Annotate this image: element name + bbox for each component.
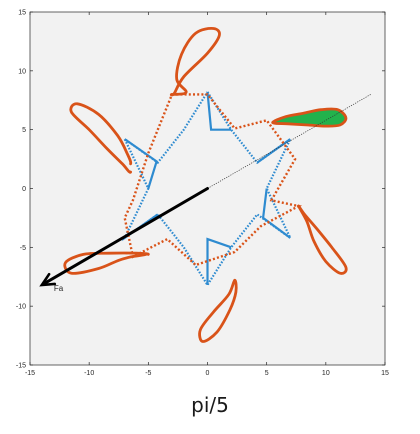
series-blue-star-solid-1 — [256, 138, 291, 164]
x-tick-label: -15 — [25, 370, 35, 377]
series-blue-star-solid-2 — [261, 188, 291, 239]
series-blue-star-solid-5 — [124, 138, 158, 189]
y-tick-label: -5 — [20, 245, 26, 252]
series-force-arrow — [42, 187, 209, 285]
series-blue-star-solid-0 — [206, 91, 232, 131]
y-tick-label: -15 — [16, 363, 26, 370]
y-tick-label: 0 — [22, 186, 26, 193]
series-orange-petal-filled — [271, 107, 348, 128]
series-orange-petal-4 — [69, 102, 133, 174]
plot-figure: -15 -10 -5 0 5 10 15 -15 -10 -5 0 5 10 15 Fa — [16, 10, 389, 378]
x-tick-label: 10 — [322, 370, 330, 377]
y-tick-label: -10 — [16, 304, 26, 311]
x-tick-label: 5 — [265, 370, 269, 377]
x-tick-label: 0 — [206, 370, 210, 377]
x-tick-label: 15 — [381, 370, 389, 377]
series-reference-line — [207, 94, 371, 189]
series-orange-petal-3 — [169, 27, 221, 97]
force-arrow-head — [39, 272, 57, 287]
series-blue-star-solid-3 — [206, 237, 232, 285]
series-orange-petal-5 — [63, 251, 150, 275]
x-tick-label: -10 — [84, 370, 94, 377]
series-orange-petal-6 — [198, 278, 238, 343]
y-tick-label: 5 — [22, 127, 26, 134]
figure-caption: pi/5 — [191, 393, 229, 417]
y-tick-label: 10 — [18, 68, 26, 75]
force-label: Fa — [54, 284, 64, 293]
plot-content — [39, 27, 371, 343]
axis-ticks: -15 -10 -5 0 5 10 15 -15 -10 -5 0 5 10 15 — [16, 10, 389, 378]
series-orange-petal-7 — [297, 204, 348, 275]
y-tick-label: 15 — [18, 10, 26, 17]
x-tick-label: -5 — [145, 370, 151, 377]
